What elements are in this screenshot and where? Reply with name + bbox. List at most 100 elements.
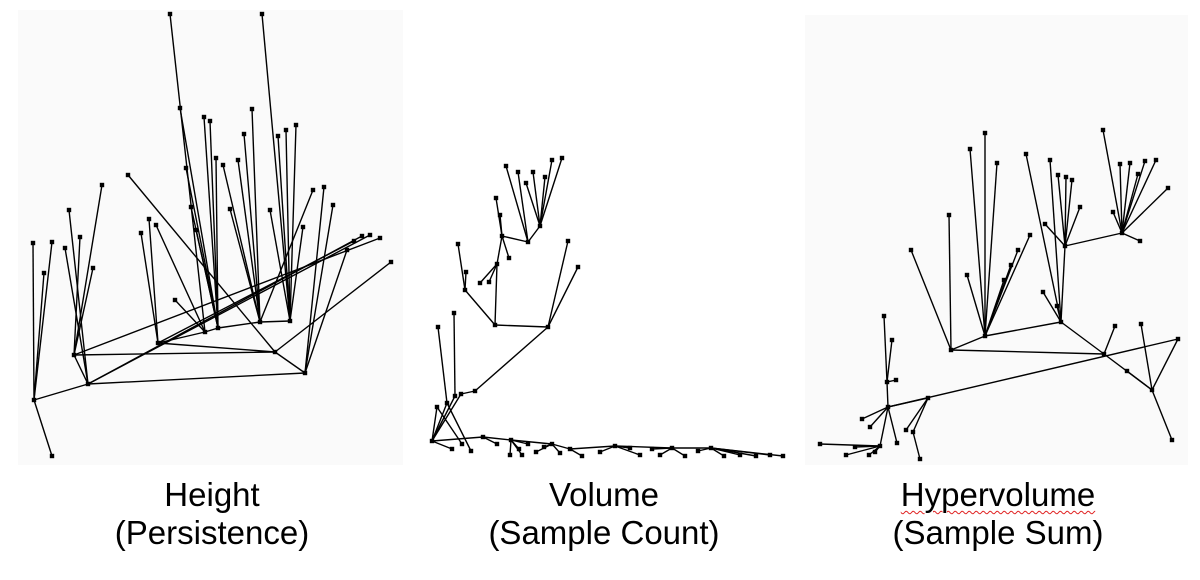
height-node	[302, 370, 308, 376]
height-node	[359, 233, 365, 239]
hypervolume-node	[910, 429, 916, 435]
hypervolume-edge	[1140, 323, 1153, 391]
hypervolume-node	[1001, 277, 1007, 283]
volume-edge	[457, 243, 466, 291]
hypervolume-edge	[887, 406, 898, 444]
height-node	[377, 235, 383, 241]
volume-caption-title: Volume	[548, 476, 660, 513]
hypervolume-edge	[861, 406, 889, 420]
volume-node	[508, 437, 514, 443]
hypervolume-node	[1069, 177, 1075, 183]
height-node	[62, 245, 68, 251]
height-node	[367, 232, 373, 238]
height-node	[272, 349, 278, 355]
volume-node	[597, 449, 603, 455]
height-node	[125, 172, 131, 178]
volume-edge	[510, 439, 553, 445]
volume-edge	[488, 263, 498, 283]
height-edge	[33, 272, 45, 401]
hypervolume-panel-background	[805, 15, 1188, 465]
hypervolume-edge	[887, 338, 1179, 408]
height-node	[202, 329, 208, 335]
volume-node	[455, 241, 461, 247]
height-node	[77, 234, 83, 240]
hypervolume-edge	[886, 339, 893, 383]
hypervolume-node	[1063, 174, 1069, 180]
height-edge	[174, 299, 206, 333]
volume-edge	[499, 214, 503, 237]
hypervolume-edge	[948, 214, 952, 351]
hypervolume-edge	[984, 162, 998, 337]
height-edge	[73, 354, 89, 385]
volume-node	[767, 452, 773, 458]
hypervolume-edge	[879, 406, 889, 447]
volume-node	[695, 448, 701, 454]
hypervolume-node	[1027, 232, 1033, 238]
volume-node	[525, 441, 531, 447]
height-edge	[87, 372, 306, 385]
volume-node	[657, 452, 663, 458]
hypervolume-edge	[1042, 291, 1062, 323]
volume-node	[477, 280, 483, 286]
hypervolume-edge	[1121, 187, 1169, 234]
hypervolume-edge	[819, 443, 881, 447]
hypervolume-node	[1137, 238, 1143, 244]
volume-node	[737, 452, 743, 458]
volume-edge	[527, 225, 541, 243]
hypervolume-node	[1047, 157, 1053, 163]
hypervolume-edge	[1151, 338, 1179, 391]
volume-edge	[464, 289, 496, 326]
volume-node	[451, 310, 457, 316]
volume-node	[507, 452, 513, 458]
height-edge	[237, 159, 261, 323]
hypervolume-edge	[912, 431, 921, 460]
volume-node	[434, 404, 440, 410]
volume-node	[468, 448, 474, 454]
height-node	[99, 182, 105, 188]
volume-node	[649, 446, 655, 452]
hypervolume-node	[1042, 221, 1048, 227]
height-node	[310, 187, 316, 193]
hypervolume-edge	[984, 234, 1031, 337]
height-edge	[222, 164, 261, 323]
height-edge	[274, 261, 392, 353]
height-node	[351, 238, 357, 244]
volume-node	[452, 393, 458, 399]
hypervolume-node	[881, 313, 887, 319]
hypervolume-node	[1058, 319, 1064, 325]
volume-edge	[525, 182, 541, 227]
hypervolume-node	[1055, 172, 1061, 178]
volume-node	[499, 233, 505, 239]
volume-node	[708, 445, 714, 451]
height-node	[227, 206, 233, 212]
volume-node	[559, 155, 565, 161]
height-edge	[285, 129, 291, 322]
volume-node	[530, 169, 536, 175]
hypervolume-edge	[912, 397, 929, 433]
height-node	[259, 11, 265, 17]
height-node	[207, 118, 213, 124]
hypervolume-node	[1100, 127, 1106, 133]
height-node	[257, 319, 263, 325]
hypervolume-node	[1112, 323, 1118, 329]
volume-node	[458, 391, 464, 397]
volume-node	[669, 445, 675, 451]
volume-edge	[517, 171, 529, 243]
hypervolume-node	[1023, 151, 1029, 157]
height-edge	[261, 13, 291, 322]
hypervolume-edge	[1121, 160, 1146, 234]
hypervolume-edge	[1064, 206, 1081, 247]
height-edge	[179, 107, 219, 329]
hypervolume-node	[1149, 387, 1155, 393]
volume-edge	[599, 445, 616, 453]
height-node	[388, 259, 394, 265]
volume-edge	[510, 439, 523, 456]
hypervolume-node	[1165, 185, 1171, 191]
hypervolume-node	[1008, 262, 1014, 268]
hypervolume-edge	[1151, 389, 1173, 441]
volume-edge	[482, 436, 512, 441]
height-node	[172, 297, 178, 303]
hypervolume-edge	[1121, 159, 1157, 234]
volume-node	[449, 446, 455, 452]
hypervolume-node	[1117, 161, 1123, 167]
